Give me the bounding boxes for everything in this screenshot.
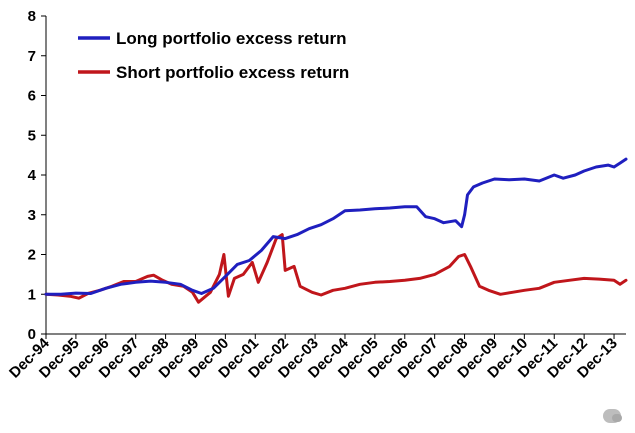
y-tick-label: 6 [28, 88, 36, 105]
series-line-short [44, 233, 628, 304]
legend: Long portfolio excess return Short portfo… [78, 29, 349, 82]
legend-label-long: Long portfolio excess return [116, 29, 346, 48]
y-tick-label: 1 [28, 286, 36, 303]
series-lines [44, 157, 628, 304]
y-tick-label: 4 [28, 167, 37, 184]
x-axis: Dec-94Dec-95Dec-96Dec-97Dec-98Dec-99Dec-… [6, 333, 626, 382]
y-tick-label: 0 [28, 326, 36, 343]
legend-label-short: Short portfolio excess return [116, 63, 349, 82]
y-tick-label: 2 [28, 247, 36, 264]
y-axis: 0 1 2 3 4 5 6 7 8 [28, 8, 47, 343]
y-tick-label: 3 [28, 207, 36, 224]
y-tick-label: 5 [28, 127, 36, 144]
y-tick-label: 7 [28, 48, 36, 65]
series-line-long [44, 157, 628, 296]
wechat-icon [603, 409, 622, 423]
watermark [603, 409, 622, 423]
y-tick-label: 8 [28, 8, 36, 25]
